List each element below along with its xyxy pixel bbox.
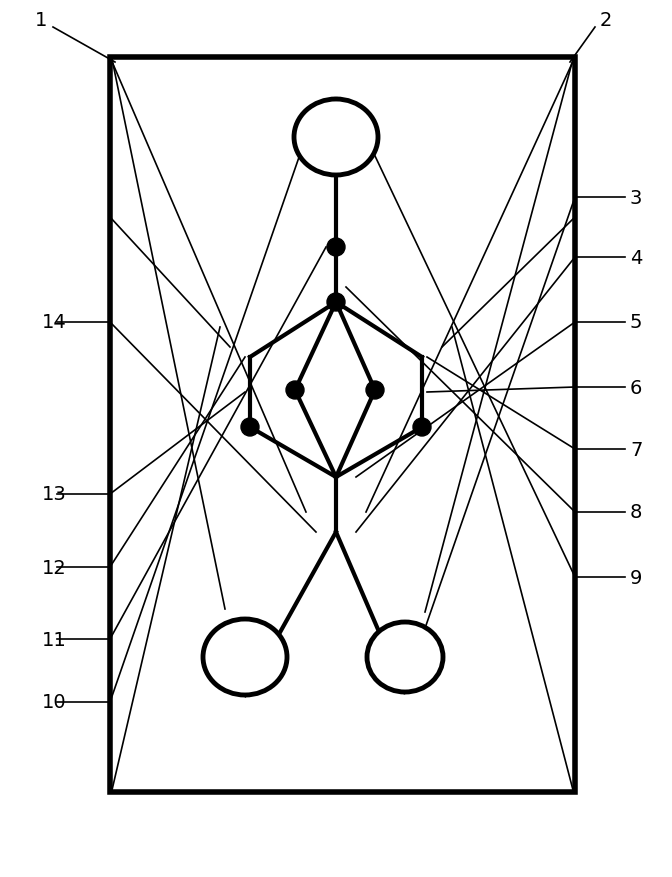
Text: 5: 5 — [630, 313, 642, 332]
Text: 9: 9 — [630, 567, 642, 587]
Text: 1: 1 — [35, 11, 47, 30]
Text: 6: 6 — [630, 378, 642, 397]
Bar — [110, 58, 575, 792]
Circle shape — [327, 239, 345, 257]
Text: 7: 7 — [630, 440, 642, 459]
Circle shape — [241, 418, 259, 437]
Circle shape — [366, 381, 384, 400]
Circle shape — [327, 294, 345, 311]
Ellipse shape — [367, 623, 443, 692]
Text: 3: 3 — [630, 189, 642, 207]
Ellipse shape — [294, 100, 378, 175]
Text: 10: 10 — [42, 693, 67, 712]
Circle shape — [286, 381, 304, 400]
Text: 14: 14 — [42, 313, 67, 332]
Text: 8: 8 — [630, 503, 642, 522]
Text: 2: 2 — [600, 11, 612, 30]
Text: 11: 11 — [42, 630, 67, 649]
Circle shape — [413, 418, 431, 437]
Text: 12: 12 — [42, 558, 67, 577]
Text: 4: 4 — [630, 248, 642, 267]
Ellipse shape — [203, 619, 287, 695]
Text: 13: 13 — [42, 485, 67, 504]
